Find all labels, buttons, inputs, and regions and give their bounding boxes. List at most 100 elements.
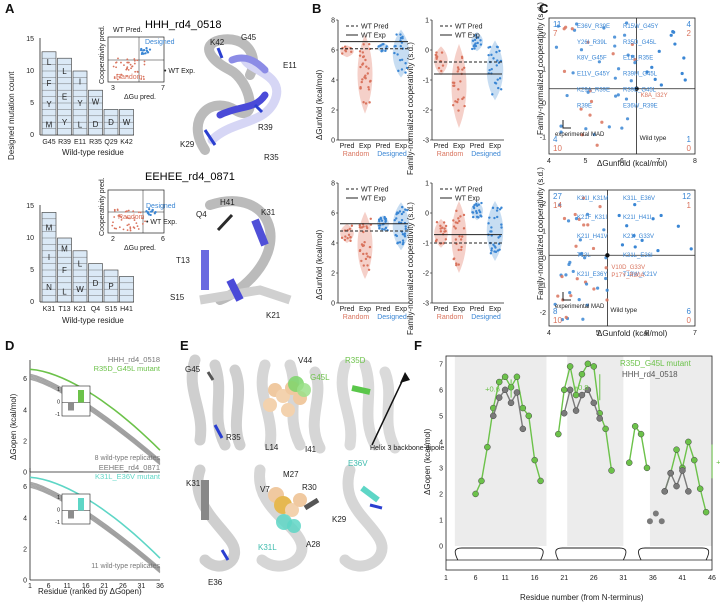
data-point — [368, 42, 371, 46]
data-point — [585, 212, 590, 216]
data-point — [672, 30, 676, 34]
data-point — [457, 263, 460, 266]
tick-label: 1 — [542, 228, 546, 235]
mutant-label: P17Y_R30A — [611, 273, 644, 279]
inset-ylabel: Cooperativity pred. — [99, 25, 106, 84]
c-ylabel-top: Family-normalized cooperativity (s.d.) — [536, 2, 545, 135]
series-point — [578, 391, 586, 399]
mad-scale — [562, 292, 571, 301]
inset-tick: 1 — [57, 495, 60, 501]
data-point — [366, 255, 369, 258]
data-point — [625, 117, 630, 121]
data-point — [659, 213, 663, 218]
data-point — [361, 55, 365, 59]
mutant-label: K29A_R39E — [577, 87, 610, 93]
data-point — [349, 235, 352, 239]
data-point — [398, 58, 402, 62]
series-point — [602, 425, 609, 433]
data-point — [439, 227, 442, 230]
data-point — [556, 24, 560, 28]
designed-point — [146, 51, 150, 54]
data-point — [435, 55, 439, 59]
mutant-label: E11I_R35E — [623, 56, 653, 62]
bar-letter: L — [62, 67, 67, 76]
data-point — [496, 215, 499, 219]
series-point — [679, 467, 686, 474]
tick-label: 0 — [439, 544, 443, 551]
random-point — [143, 63, 146, 66]
residue-label: K29 — [332, 515, 347, 524]
plot-frame — [548, 189, 696, 327]
quadrant-count: 1 — [687, 201, 692, 210]
series-point — [490, 412, 497, 420]
mut-title: R35D_G45L mutant — [94, 364, 161, 373]
data-point — [380, 50, 383, 53]
bar-letter: I — [48, 253, 50, 262]
data-point — [630, 54, 635, 58]
replicate-note: 11 wild-type replicates — [91, 563, 160, 570]
data-point — [613, 35, 617, 39]
tick-label: 4 — [547, 158, 551, 165]
inset-xlabel: ΔGu pred. — [124, 94, 156, 101]
shaded-region — [454, 356, 547, 546]
data-point — [471, 39, 475, 42]
residue-label: R30 — [302, 483, 317, 492]
series-point — [637, 430, 645, 438]
series-line — [474, 374, 542, 495]
delta-label: +0.9 — [574, 383, 589, 392]
data-point — [463, 104, 466, 108]
inset-xtick: 7 — [161, 85, 165, 92]
residue-label: L14 — [265, 443, 279, 452]
data-point — [437, 66, 441, 70]
data-point — [496, 206, 499, 210]
tick-label: 16 — [531, 575, 539, 582]
delta-label: +0.6 — [485, 385, 500, 394]
data-point — [494, 246, 497, 249]
data-point — [377, 45, 380, 48]
mad-scale — [562, 120, 571, 129]
data-point — [598, 205, 602, 209]
mutant-label: E36V_R39E — [577, 24, 610, 30]
residue-label: R35 — [264, 153, 279, 162]
data-point — [673, 42, 677, 46]
tick-label: R35 — [89, 139, 102, 146]
data-point — [613, 44, 617, 48]
series-point — [507, 399, 515, 407]
data-point — [378, 224, 382, 227]
data-point — [574, 217, 579, 221]
data-point — [625, 224, 629, 228]
residue-label: E11 — [283, 61, 297, 70]
quadrant-count: 4 — [553, 135, 558, 144]
data-point — [620, 126, 624, 130]
f-legend-mut: R35D_G45L mutant — [620, 359, 692, 368]
data-point — [346, 237, 349, 240]
b-ylabel-top-right: Family-normalized cooperativity (s.d.) — [406, 42, 415, 175]
random-point — [127, 209, 130, 212]
panel-label-f: F — [414, 338, 422, 353]
series-point — [590, 363, 598, 370]
data-point — [397, 211, 400, 215]
data-point — [383, 228, 386, 231]
data-point — [398, 210, 402, 213]
random-point — [136, 59, 139, 62]
data-point — [605, 288, 609, 292]
tick-label: 2 — [331, 271, 335, 278]
inset-wt-exp: • WT Exp. — [146, 219, 177, 226]
data-point — [435, 51, 438, 54]
tick-label: 5 — [30, 267, 34, 274]
data-point — [454, 227, 457, 230]
data-point — [361, 78, 364, 81]
data-point — [359, 86, 362, 89]
bar-letter: L — [62, 287, 67, 296]
data-point — [404, 62, 407, 65]
legend-exp: WT Exp — [455, 33, 480, 40]
data-point — [364, 74, 367, 77]
tick-label: 41 — [679, 575, 687, 582]
random-point — [136, 225, 139, 228]
random-point — [133, 219, 136, 221]
inset-tick: 0 — [57, 508, 60, 514]
data-point — [401, 233, 405, 236]
tick-label: 21 — [560, 575, 568, 582]
tick-label: H41 — [120, 306, 133, 313]
